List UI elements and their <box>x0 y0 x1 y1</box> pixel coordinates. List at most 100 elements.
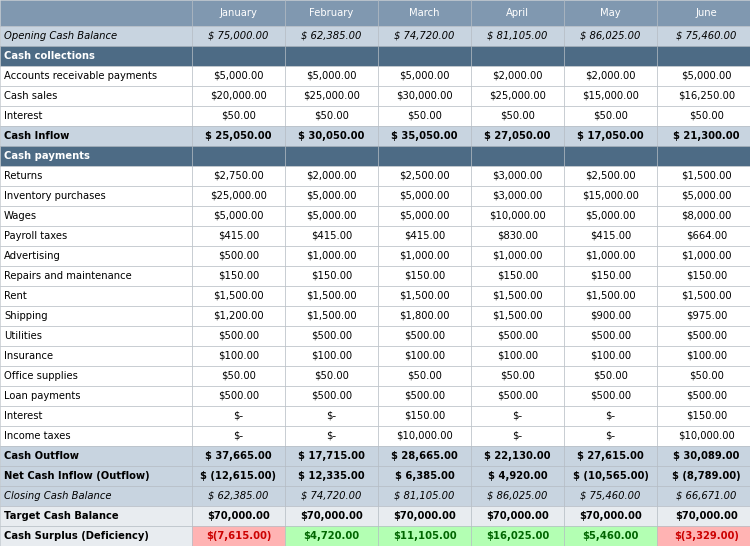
Text: $1,800.00: $1,800.00 <box>399 311 450 321</box>
Text: $5,000.00: $5,000.00 <box>681 71 732 81</box>
Bar <box>285 0 378 26</box>
Bar <box>564 26 657 46</box>
Text: $-: $- <box>326 411 337 421</box>
Text: $500.00: $500.00 <box>686 391 727 401</box>
Text: $1,500.00: $1,500.00 <box>681 171 732 181</box>
Bar <box>0 106 192 126</box>
Bar <box>0 266 192 286</box>
Bar <box>378 526 471 546</box>
Text: $1,000.00: $1,000.00 <box>492 251 543 261</box>
Bar <box>564 266 657 286</box>
Text: Cash Surplus (Deficiency): Cash Surplus (Deficiency) <box>4 531 148 541</box>
Text: $1,000.00: $1,000.00 <box>585 251 636 261</box>
Text: $2,000.00: $2,000.00 <box>492 71 543 81</box>
Text: $ 74,720.00: $ 74,720.00 <box>302 491 362 501</box>
Bar <box>564 0 657 26</box>
Text: $1,500.00: $1,500.00 <box>306 291 357 301</box>
Text: $(7,615.00): $(7,615.00) <box>206 531 272 541</box>
Bar <box>0 66 192 86</box>
Bar <box>192 66 285 86</box>
Bar <box>0 526 192 546</box>
Text: $70,000.00: $70,000.00 <box>393 511 456 521</box>
Bar <box>285 46 378 66</box>
Bar <box>378 286 471 306</box>
Text: $50.00: $50.00 <box>593 111 628 121</box>
Text: $100.00: $100.00 <box>590 351 631 361</box>
Bar <box>657 466 750 486</box>
Text: $ 75,460.00: $ 75,460.00 <box>676 31 736 41</box>
Bar <box>564 206 657 226</box>
Text: Insurance: Insurance <box>4 351 53 361</box>
Text: $50.00: $50.00 <box>593 371 628 381</box>
Text: $70,000.00: $70,000.00 <box>579 511 642 521</box>
Bar <box>0 166 192 186</box>
Text: $50.00: $50.00 <box>689 371 724 381</box>
Text: $150.00: $150.00 <box>310 271 352 281</box>
Bar <box>471 246 564 266</box>
Text: Inventory purchases: Inventory purchases <box>4 191 106 201</box>
Text: $150.00: $150.00 <box>404 271 445 281</box>
Text: $ 81,105.00: $ 81,105.00 <box>394 491 454 501</box>
Bar <box>378 366 471 386</box>
Bar <box>192 306 285 326</box>
Bar <box>564 346 657 366</box>
Text: $ 75,460.00: $ 75,460.00 <box>580 491 640 501</box>
Bar <box>378 206 471 226</box>
Bar <box>564 466 657 486</box>
Text: Accounts receivable payments: Accounts receivable payments <box>4 71 158 81</box>
Bar <box>657 166 750 186</box>
Text: $ 62,385.00: $ 62,385.00 <box>302 31 362 41</box>
Bar <box>285 126 378 146</box>
Text: $ 4,920.00: $ 4,920.00 <box>488 471 548 481</box>
Bar <box>564 126 657 146</box>
Bar <box>192 206 285 226</box>
Bar <box>0 146 192 166</box>
Bar <box>285 266 378 286</box>
Text: $ (8,789.00): $ (8,789.00) <box>672 471 741 481</box>
Text: Interest: Interest <box>4 411 42 421</box>
Bar <box>192 246 285 266</box>
Bar <box>0 206 192 226</box>
Text: $ 27,050.00: $ 27,050.00 <box>484 131 550 141</box>
Text: $ 86,025.00: $ 86,025.00 <box>488 491 548 501</box>
Text: $150.00: $150.00 <box>496 271 538 281</box>
Bar <box>657 286 750 306</box>
Bar <box>192 0 285 26</box>
Text: $-: $- <box>512 411 523 421</box>
Text: $5,000.00: $5,000.00 <box>306 211 357 221</box>
Text: $ 66,671.00: $ 66,671.00 <box>676 491 736 501</box>
Bar <box>0 326 192 346</box>
Text: Office supplies: Office supplies <box>4 371 78 381</box>
Bar <box>471 106 564 126</box>
Text: $ (12,615.00): $ (12,615.00) <box>200 471 277 481</box>
Text: $1,200.00: $1,200.00 <box>213 311 264 321</box>
Text: $30,000.00: $30,000.00 <box>396 91 453 101</box>
Text: $1,000.00: $1,000.00 <box>681 251 732 261</box>
Bar <box>657 266 750 286</box>
Text: $500.00: $500.00 <box>590 391 631 401</box>
Bar <box>192 46 285 66</box>
Text: $20,000.00: $20,000.00 <box>210 91 267 101</box>
Bar <box>192 486 285 506</box>
Bar <box>0 126 192 146</box>
Bar <box>0 86 192 106</box>
Bar <box>471 86 564 106</box>
Text: $-: $- <box>233 431 244 441</box>
Bar <box>285 366 378 386</box>
Text: $2,500.00: $2,500.00 <box>399 171 450 181</box>
Text: $4,720.00: $4,720.00 <box>304 531 359 541</box>
Bar <box>657 226 750 246</box>
Bar <box>471 406 564 426</box>
Bar <box>192 526 285 546</box>
Text: April: April <box>506 8 529 18</box>
Bar <box>564 286 657 306</box>
Text: Wages: Wages <box>4 211 37 221</box>
Bar <box>192 506 285 526</box>
Bar <box>564 306 657 326</box>
Bar <box>0 226 192 246</box>
Text: $1,500.00: $1,500.00 <box>492 311 543 321</box>
Bar <box>471 286 564 306</box>
Bar <box>657 446 750 466</box>
Bar <box>285 466 378 486</box>
Bar <box>192 366 285 386</box>
